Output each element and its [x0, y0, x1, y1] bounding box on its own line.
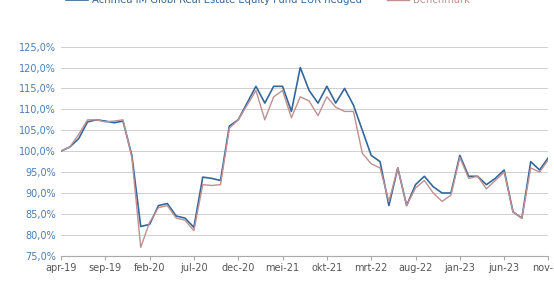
Benchmark — [377, 166, 383, 170]
Benchmark — [66, 145, 73, 149]
Benchmark — [253, 89, 259, 92]
Achmea IM Globl Real Estate Equity Fund EUR hedged — [244, 101, 250, 105]
Benchmark — [448, 193, 454, 197]
Benchmark — [244, 103, 250, 107]
Line: Benchmark: Benchmark — [61, 91, 548, 248]
Benchmark — [58, 149, 64, 153]
Benchmark — [137, 246, 144, 249]
Achmea IM Globl Real Estate Equity Fund EUR hedged — [66, 145, 73, 149]
Benchmark — [350, 110, 357, 113]
Benchmark — [394, 166, 401, 170]
Achmea IM Globl Real Estate Equity Fund EUR hedged — [350, 103, 357, 107]
Achmea IM Globl Real Estate Equity Fund EUR hedged — [448, 191, 454, 195]
Achmea IM Globl Real Estate Equity Fund EUR hedged — [191, 225, 197, 229]
Line: Achmea IM Globl Real Estate Equity Fund EUR hedged: Achmea IM Globl Real Estate Equity Fund … — [61, 68, 548, 227]
Legend: Achmea IM Globl Real Estate Equity Fund EUR hedged, Benchmark: Achmea IM Globl Real Estate Equity Fund … — [66, 0, 470, 5]
Achmea IM Globl Real Estate Equity Fund EUR hedged — [377, 160, 383, 163]
Achmea IM Globl Real Estate Equity Fund EUR hedged — [545, 156, 552, 159]
Achmea IM Globl Real Estate Equity Fund EUR hedged — [297, 66, 304, 69]
Achmea IM Globl Real Estate Equity Fund EUR hedged — [394, 166, 401, 170]
Achmea IM Globl Real Estate Equity Fund EUR hedged — [58, 149, 64, 153]
Benchmark — [545, 158, 552, 161]
